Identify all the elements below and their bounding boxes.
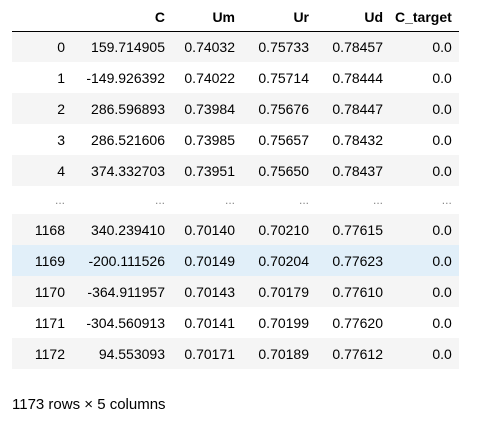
cell-ur: 0.70204: [258, 252, 309, 269]
table-body: 0 159.714905 0.74032 0.75733 0.78457 0.0 1 -149…: [12, 31, 459, 369]
cell-um: 0.70171: [184, 345, 235, 362]
cell-c: 286.521606: [91, 131, 165, 148]
cell-ur: 0.75676: [258, 100, 309, 117]
cell-ur: 0.70210: [258, 221, 309, 238]
header-index: [12, 3, 72, 32]
header-c-target: C_target: [390, 3, 459, 32]
row-index: 4: [57, 162, 65, 179]
row-index: ...: [54, 193, 65, 207]
cell-um: 0.70149: [184, 252, 235, 269]
dataframe-table: C Um Ur Ud C_target 0 159.714905 0.74032 0.…: [12, 3, 459, 369]
cell-c: 286.596893: [91, 100, 165, 117]
cell-ud: ...: [372, 193, 383, 207]
cell-ud: 0.77615: [332, 221, 383, 238]
table-row: 1172 94.553093 0.70171 0.70189 0.77612 0.0: [12, 338, 459, 369]
cell-um: 0.70143: [184, 283, 235, 300]
dataframe-shape-caption: 1173 rows × 5 columns: [12, 396, 166, 413]
cell-c-target: ...: [441, 193, 452, 207]
cell-ur: 0.75650: [258, 162, 309, 179]
cell-ud: 0.77623: [332, 252, 383, 269]
cell-ud: 0.77612: [332, 345, 383, 362]
cell-c: 159.714905: [91, 38, 165, 55]
cell-c: -149.926392: [86, 69, 165, 86]
cell-c: ...: [154, 193, 165, 207]
cell-c-target: 0.0: [432, 314, 452, 331]
cell-um: 0.73985: [184, 131, 235, 148]
row-index: 1: [57, 69, 65, 86]
cell-c-target: 0.0: [432, 100, 452, 117]
cell-ur: ...: [298, 193, 309, 207]
row-index: 1172: [34, 345, 65, 362]
cell-ud: 0.78447: [332, 100, 383, 117]
cell-ur: 0.75657: [258, 131, 309, 148]
row-index: 0: [57, 38, 65, 55]
cell-um: 0.70141: [184, 314, 235, 331]
table-row: 1 -149.926392 0.74022 0.75714 0.78444 0.0: [12, 62, 459, 93]
cell-c: -200.111526: [88, 252, 165, 269]
cell-um: 0.73984: [184, 100, 235, 117]
cell-c-target: 0.0: [432, 162, 452, 179]
cell-ud: 0.78457: [332, 38, 383, 55]
cell-c-target: 0.0: [432, 252, 452, 269]
cell-c-target: 0.0: [432, 131, 452, 148]
cell-c: -304.560913: [86, 314, 165, 331]
cell-ur: 0.75733: [258, 38, 309, 55]
cell-ur: 0.70189: [258, 345, 309, 362]
cell-c: 374.332703: [91, 162, 165, 179]
header-c: C: [72, 3, 172, 32]
cell-um: ...: [224, 193, 235, 207]
row-index: 3: [57, 131, 65, 148]
row-index: 1171: [34, 314, 65, 331]
row-index: 1170: [34, 283, 65, 300]
cell-ud: 0.77620: [332, 314, 383, 331]
table-row: 1170 -364.911957 0.70143 0.70179 0.77610 0.0: [12, 276, 459, 307]
cell-um: 0.74032: [184, 38, 235, 55]
row-index: 1168: [34, 221, 65, 238]
header-row: C Um Ur Ud C_target: [12, 3, 459, 32]
table-row: 1169 -200.111526 0.70149 0.70204 0.77623 0.0: [12, 245, 459, 276]
cell-c: 340.239410: [91, 221, 165, 238]
header-ur: Ur: [242, 3, 316, 32]
cell-c-target: 0.0: [432, 221, 452, 238]
ellipsis-row: ..................: [12, 186, 459, 214]
cell-um: 0.74022: [184, 69, 235, 86]
cell-c-target: 0.0: [432, 345, 452, 362]
table-header: C Um Ur Ud C_target: [12, 3, 459, 32]
cell-ud: 0.77610: [332, 283, 383, 300]
cell-um: 0.70140: [184, 221, 235, 238]
table-row: 1171 -304.560913 0.70141 0.70199 0.77620 0.0: [12, 307, 459, 338]
cell-ur: 0.70199: [258, 314, 309, 331]
row-index: 2: [57, 100, 65, 117]
cell-c-target: 0.0: [432, 69, 452, 86]
cell-c: -364.911957: [87, 283, 165, 300]
header-um: Um: [172, 3, 242, 32]
table-row: 2 286.596893 0.73984 0.75676 0.78447 0.0: [12, 93, 459, 124]
cell-ud: 0.78444: [332, 69, 383, 86]
cell-ur: 0.75714: [258, 69, 309, 86]
header-ud: Ud: [316, 3, 390, 32]
cell-c-target: 0.0: [432, 38, 452, 55]
cell-ud: 0.78432: [332, 131, 383, 148]
cell-um: 0.73951: [184, 162, 235, 179]
cell-ud: 0.78437: [332, 162, 383, 179]
cell-ur: 0.70179: [258, 283, 309, 300]
table-row: 1168 340.239410 0.70140 0.70210 0.77615 0.0: [12, 214, 459, 245]
table-row: 0 159.714905 0.74032 0.75733 0.78457 0.0: [12, 31, 459, 62]
row-index: 1169: [34, 252, 65, 269]
cell-c-target: 0.0: [432, 283, 452, 300]
table-row: 3 286.521606 0.73985 0.75657 0.78432 0.0: [12, 124, 459, 155]
table-row: 4 374.332703 0.73951 0.75650 0.78437 0.0: [12, 155, 459, 186]
cell-c: 94.553093: [98, 345, 165, 362]
